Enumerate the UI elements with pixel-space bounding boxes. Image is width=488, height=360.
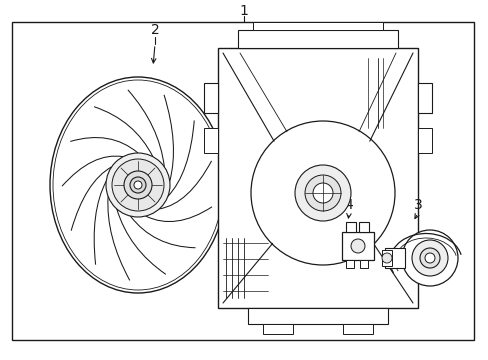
Circle shape [250, 121, 394, 265]
Circle shape [124, 171, 152, 199]
Bar [12, 22, 473, 340]
Circle shape [424, 253, 434, 263]
Bar [342, 324, 372, 334]
Circle shape [350, 239, 364, 253]
Bar [263, 324, 292, 334]
Text: 3: 3 [413, 198, 422, 212]
Text: 4: 4 [344, 198, 353, 212]
Bar [381, 250, 391, 266]
Circle shape [401, 230, 457, 286]
Ellipse shape [53, 80, 223, 290]
Circle shape [294, 165, 350, 221]
Bar [238, 30, 397, 48]
Bar [247, 308, 387, 324]
Circle shape [419, 248, 439, 268]
Bar [358, 222, 368, 232]
Circle shape [305, 175, 340, 211]
Bar [346, 260, 353, 268]
Bar [417, 83, 431, 113]
Bar [203, 83, 218, 113]
Circle shape [130, 177, 146, 193]
Circle shape [134, 181, 142, 189]
Text: 2: 2 [150, 23, 159, 37]
Bar [218, 48, 417, 308]
Bar [203, 128, 218, 153]
Circle shape [106, 153, 170, 217]
Text: 1: 1 [239, 4, 248, 18]
Bar [384, 248, 404, 268]
Circle shape [112, 159, 163, 211]
Bar [252, 22, 382, 30]
Circle shape [312, 183, 332, 203]
Bar [346, 222, 355, 232]
Bar [341, 232, 373, 260]
Bar [359, 260, 367, 268]
Bar [417, 128, 431, 153]
Circle shape [381, 253, 391, 263]
Circle shape [411, 240, 447, 276]
Ellipse shape [50, 77, 225, 293]
